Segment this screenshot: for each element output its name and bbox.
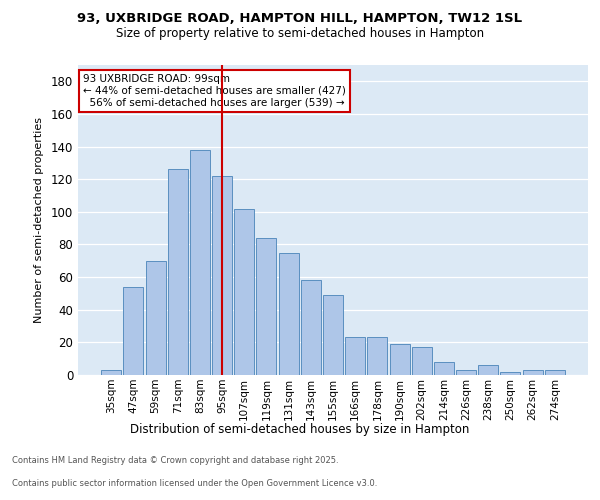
- Bar: [367, 338, 388, 375]
- Bar: [478, 365, 498, 375]
- Text: Contains public sector information licensed under the Open Government Licence v3: Contains public sector information licen…: [12, 478, 377, 488]
- Bar: [323, 295, 343, 375]
- Text: 93, UXBRIDGE ROAD, HAMPTON HILL, HAMPTON, TW12 1SL: 93, UXBRIDGE ROAD, HAMPTON HILL, HAMPTON…: [77, 12, 523, 26]
- Bar: [190, 150, 210, 375]
- Bar: [146, 261, 166, 375]
- Bar: [545, 370, 565, 375]
- Bar: [434, 362, 454, 375]
- Bar: [278, 252, 299, 375]
- Bar: [101, 370, 121, 375]
- Bar: [212, 176, 232, 375]
- Bar: [301, 280, 321, 375]
- Bar: [500, 372, 520, 375]
- Bar: [345, 338, 365, 375]
- Bar: [168, 170, 188, 375]
- Bar: [124, 287, 143, 375]
- Y-axis label: Number of semi-detached properties: Number of semi-detached properties: [34, 117, 44, 323]
- Bar: [456, 370, 476, 375]
- Bar: [234, 208, 254, 375]
- Text: 93 UXBRIDGE ROAD: 99sqm
← 44% of semi-detached houses are smaller (427)
  56% of: 93 UXBRIDGE ROAD: 99sqm ← 44% of semi-de…: [83, 74, 346, 108]
- Bar: [256, 238, 277, 375]
- Bar: [389, 344, 410, 375]
- Text: Size of property relative to semi-detached houses in Hampton: Size of property relative to semi-detach…: [116, 28, 484, 40]
- Bar: [523, 370, 542, 375]
- Text: Distribution of semi-detached houses by size in Hampton: Distribution of semi-detached houses by …: [130, 422, 470, 436]
- Bar: [412, 348, 432, 375]
- Text: Contains HM Land Registry data © Crown copyright and database right 2025.: Contains HM Land Registry data © Crown c…: [12, 456, 338, 465]
